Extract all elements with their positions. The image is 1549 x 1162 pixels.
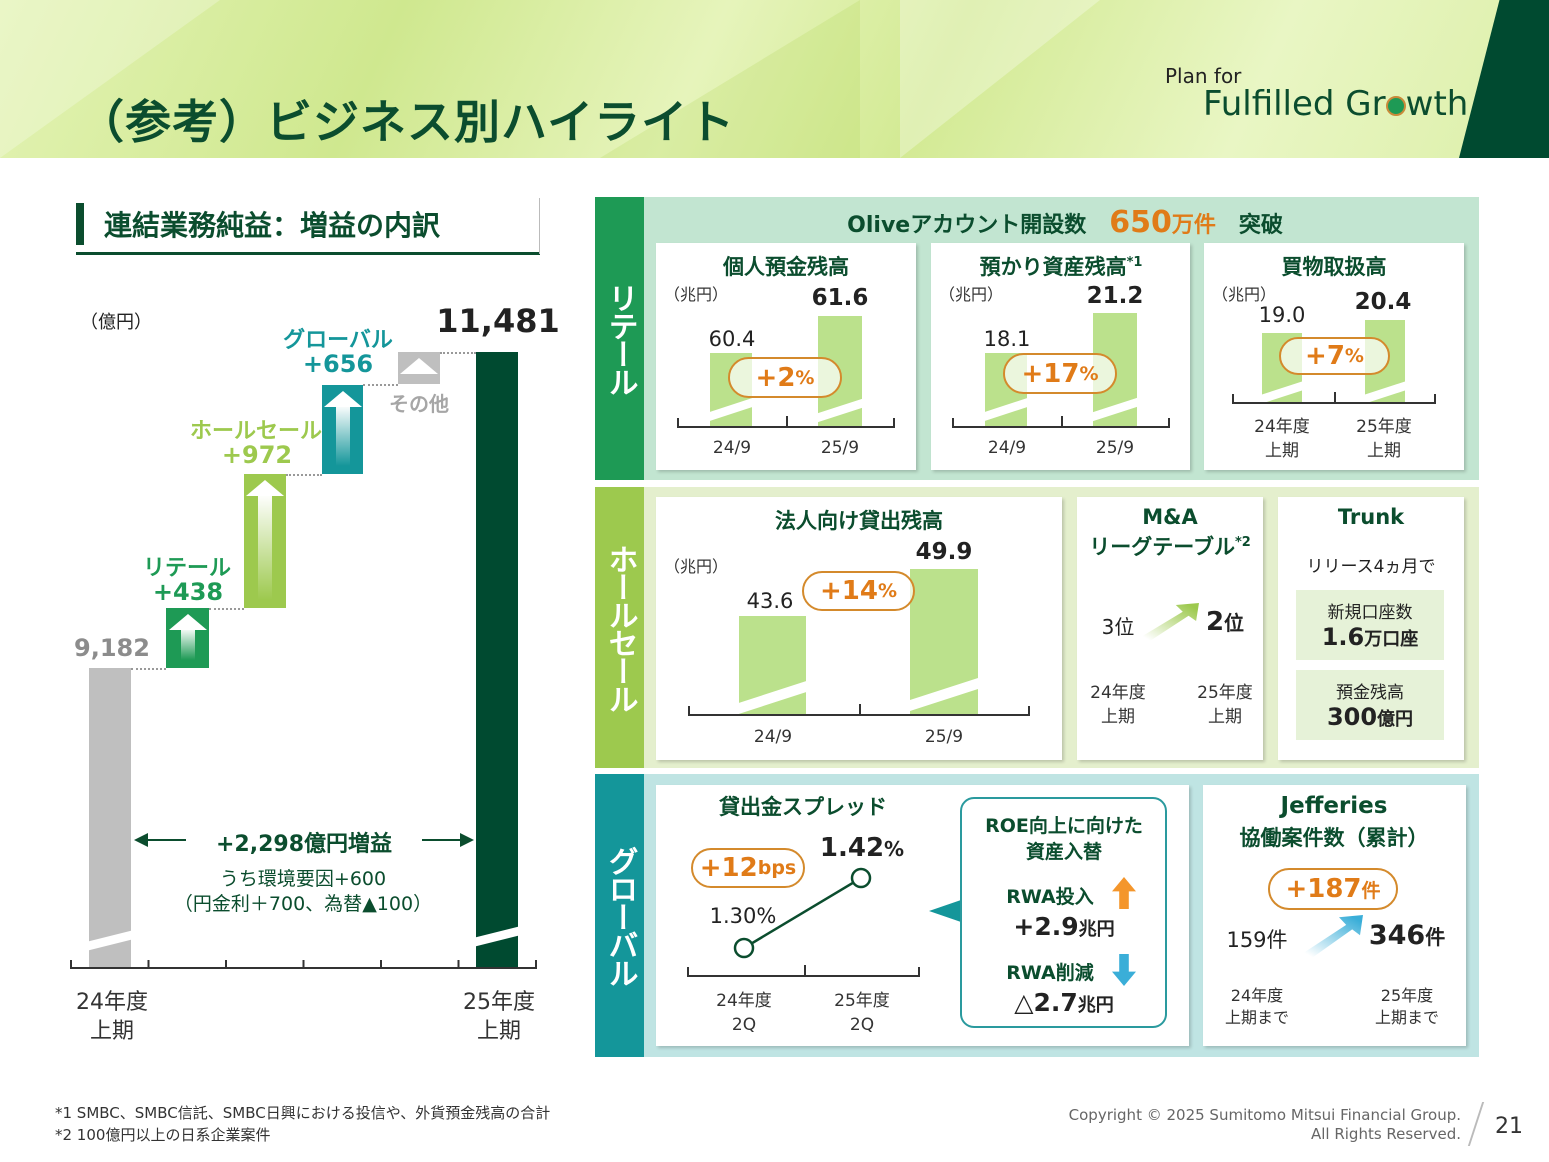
up-arrow-icon	[400, 352, 438, 380]
card-personal-deposits: 個人預金残高 （兆円） 60.4 61.6 +2% 24/9 25/9	[656, 243, 916, 470]
spread-line	[733, 867, 872, 959]
change-pill: +17%	[1003, 353, 1117, 394]
retail-section: リテール Oliveアカウント開設数 650万件 突破 個人預金残高 （兆円） …	[595, 197, 1479, 480]
increase-sub1: うち環境要因+600	[219, 868, 387, 890]
footnote-2: *2 100億円以上の日系企業案件	[55, 1126, 271, 1144]
x-label-end: 25年度 上期	[463, 990, 535, 1044]
unit-label: （億円）	[80, 312, 152, 333]
card-trunk: Trunk リリース4ヵ月で 新規口座数 1.6万口座 預金残高 300億円	[1278, 497, 1464, 760]
orange-up-arrow-icon	[1112, 877, 1136, 909]
bar-retail	[166, 608, 209, 668]
change-pill: +12 bps	[691, 848, 805, 888]
logo-dot-icon	[1385, 96, 1406, 116]
growth-arrow-icon	[1303, 915, 1363, 960]
change-pill: +187 件	[1268, 868, 1398, 910]
logo-plan-for: Plan for	[1165, 64, 1242, 88]
bar-other	[398, 352, 440, 384]
card-corporate-loans: 法人向け貸出残高 （兆円） 43.6 49.9 +14% 24/9 25/9	[656, 497, 1062, 760]
page-number: 21	[1495, 1114, 1523, 1139]
end-value: 11,481	[436, 302, 560, 340]
card-ma-league-table: M&A リーグテーブル*2 3位 2位 24年度 上期 25年度 上期	[1077, 497, 1263, 760]
section-title: 連結業務純益：増益の内訳	[104, 209, 441, 242]
global-value: +656	[302, 350, 374, 378]
start-value: 9,182	[74, 634, 150, 662]
footer-divider	[1467, 1102, 1485, 1146]
retail-label: リテール	[142, 556, 232, 581]
increase-label: +2,298億円増益	[215, 832, 393, 857]
card-assets-under-custody: 預かり資産残高*1 （兆円） 18.1 21.2 +17% 24/9 25/9	[931, 243, 1190, 470]
wholesale-label: ホールセール	[189, 419, 323, 444]
wholesale-value: +972	[221, 441, 293, 469]
point-24-2q	[733, 937, 755, 959]
trunk-accounts-box: 新規口座数 1.6万口座	[1296, 590, 1444, 660]
bar-wholesale	[244, 474, 286, 608]
card-shopping-volume: 買物取扱高 （兆円） 19.0 20.4 +7% 24年度 上期 25年度 上期	[1204, 243, 1464, 470]
section-marker	[76, 203, 84, 245]
up-arrow-icon	[168, 608, 207, 668]
trunk-deposits-box: 預金残高 300億円	[1296, 670, 1444, 740]
rank-up-arrow-icon	[1141, 603, 1199, 643]
copyright: Copyright © 2025 Sumitomo Mitsui Financi…	[1068, 1106, 1461, 1143]
footnote-1: *1 SMBC、SMBC信託、SMBC日興における投信や、外貨預金残高の合計	[55, 1104, 551, 1122]
up-arrow-icon	[323, 385, 362, 474]
x-label-start: 24年度 上期	[76, 990, 148, 1044]
global-row-label: グローバル	[595, 774, 644, 1057]
up-arrow-icon	[246, 474, 284, 608]
right-arrow-icon	[422, 839, 470, 841]
wholesale-row-label: ホールセール	[595, 487, 644, 768]
bar-start	[89, 668, 131, 968]
logo-fulfilled-growth: Fulfilled Gr wth	[1203, 84, 1469, 124]
point-25-2q	[850, 867, 872, 889]
header-banner	[0, 0, 1549, 158]
section-divider	[539, 198, 540, 254]
change-pill: +2%	[728, 357, 842, 398]
page-title: （参考）ビジネス別ハイライト	[78, 95, 736, 149]
other-label: その他	[389, 392, 449, 416]
retail-value: +438	[152, 578, 224, 606]
increase-sub2: （円金利＋700、為替▲100）	[173, 893, 433, 915]
card-loan-spread: 貸出金スプレッド +12 bps 1.42% 1.30% 24年度 2Q 25年度 2…	[656, 785, 1189, 1046]
section-underline	[76, 252, 540, 255]
global-label: グローバル	[283, 328, 393, 353]
blue-down-arrow-icon	[1112, 954, 1136, 986]
card-jefferies: Jefferies 協働案件数（累計） +187 件 159件 346件 24年度…	[1203, 785, 1466, 1046]
retail-row-label: リテール	[595, 197, 644, 480]
left-arrow-icon	[136, 839, 186, 841]
global-section: グローバル 貸出金スプレッド +12 bps 1.42% 1.30% 24年度 2Q…	[595, 774, 1479, 1057]
bar-end	[476, 352, 518, 968]
roe-box: ROE向上に向けた 資産入替 RWA投入 +2.9兆円 RWA削減 △2.7兆円	[960, 797, 1167, 1028]
wholesale-section: ホールセール 法人向け貸出残高 （兆円） 43.6 49.9 +14% 24/9…	[595, 487, 1479, 768]
bar-global	[322, 385, 363, 474]
change-pill: +14%	[802, 571, 915, 611]
callout-pointer	[929, 900, 961, 922]
olive-headline: Oliveアカウント開設数 650万件 突破	[847, 205, 1283, 240]
change-pill: +7%	[1279, 337, 1390, 375]
